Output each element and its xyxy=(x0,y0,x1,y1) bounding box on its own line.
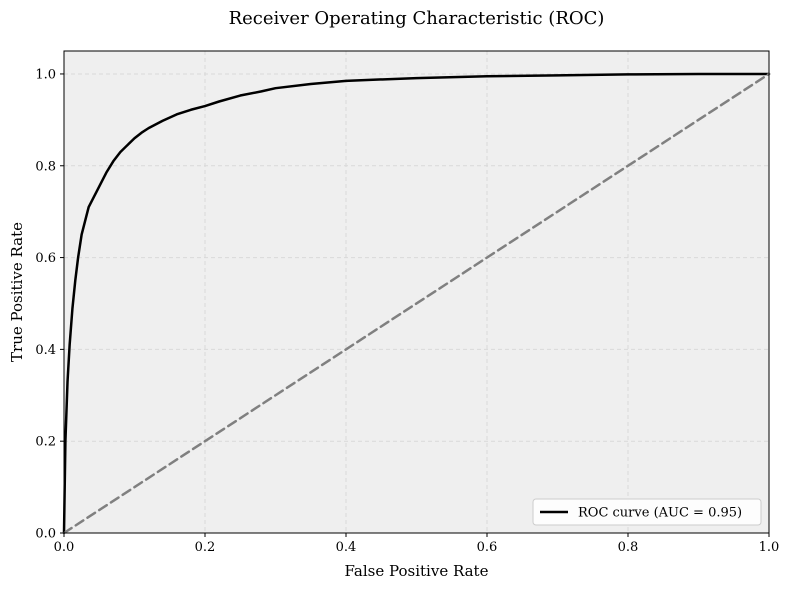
x-tick-label: 0.6 xyxy=(477,540,498,555)
y-tick-label: 1.0 xyxy=(35,67,56,82)
series-line-chance-diagonal xyxy=(62,72,771,535)
plot-frame xyxy=(63,50,770,534)
legend-box xyxy=(532,498,762,526)
plot-area xyxy=(64,51,769,533)
x-tick-label: 0.8 xyxy=(618,540,639,555)
series-line-roc-curve xyxy=(62,72,771,535)
x-tick-label: 1.0 xyxy=(759,540,780,555)
y-tick-label: 0.8 xyxy=(35,159,56,174)
y-tick-label: 0.6 xyxy=(35,251,56,266)
y-axis-title: True Positive Rate xyxy=(8,222,26,362)
ticks: 0.0 0.2 0.4 0.6 0.8 1.0 0.0 0.2 0.4 0.6 0.8 1.0 xyxy=(35,67,779,555)
x-axis-title: False Positive Rate xyxy=(345,562,489,580)
y-tick-label: 0.4 xyxy=(35,343,56,358)
legend: ROC curve (AUC = 0.95) xyxy=(532,498,762,526)
x-tick-label: 0.2 xyxy=(195,540,216,555)
x-tick-label: 0.4 xyxy=(336,540,357,555)
x-tick-label: 0.0 xyxy=(54,540,75,555)
y-tick-label: 0.2 xyxy=(35,435,56,450)
series-layer xyxy=(62,72,771,535)
legend-label-roc-curve: ROC curve (AUC = 0.95) xyxy=(578,506,742,521)
chart-title: Receiver Operating Characteristic (ROC) xyxy=(229,8,605,29)
y-tick-label: 0.0 xyxy=(35,527,56,542)
